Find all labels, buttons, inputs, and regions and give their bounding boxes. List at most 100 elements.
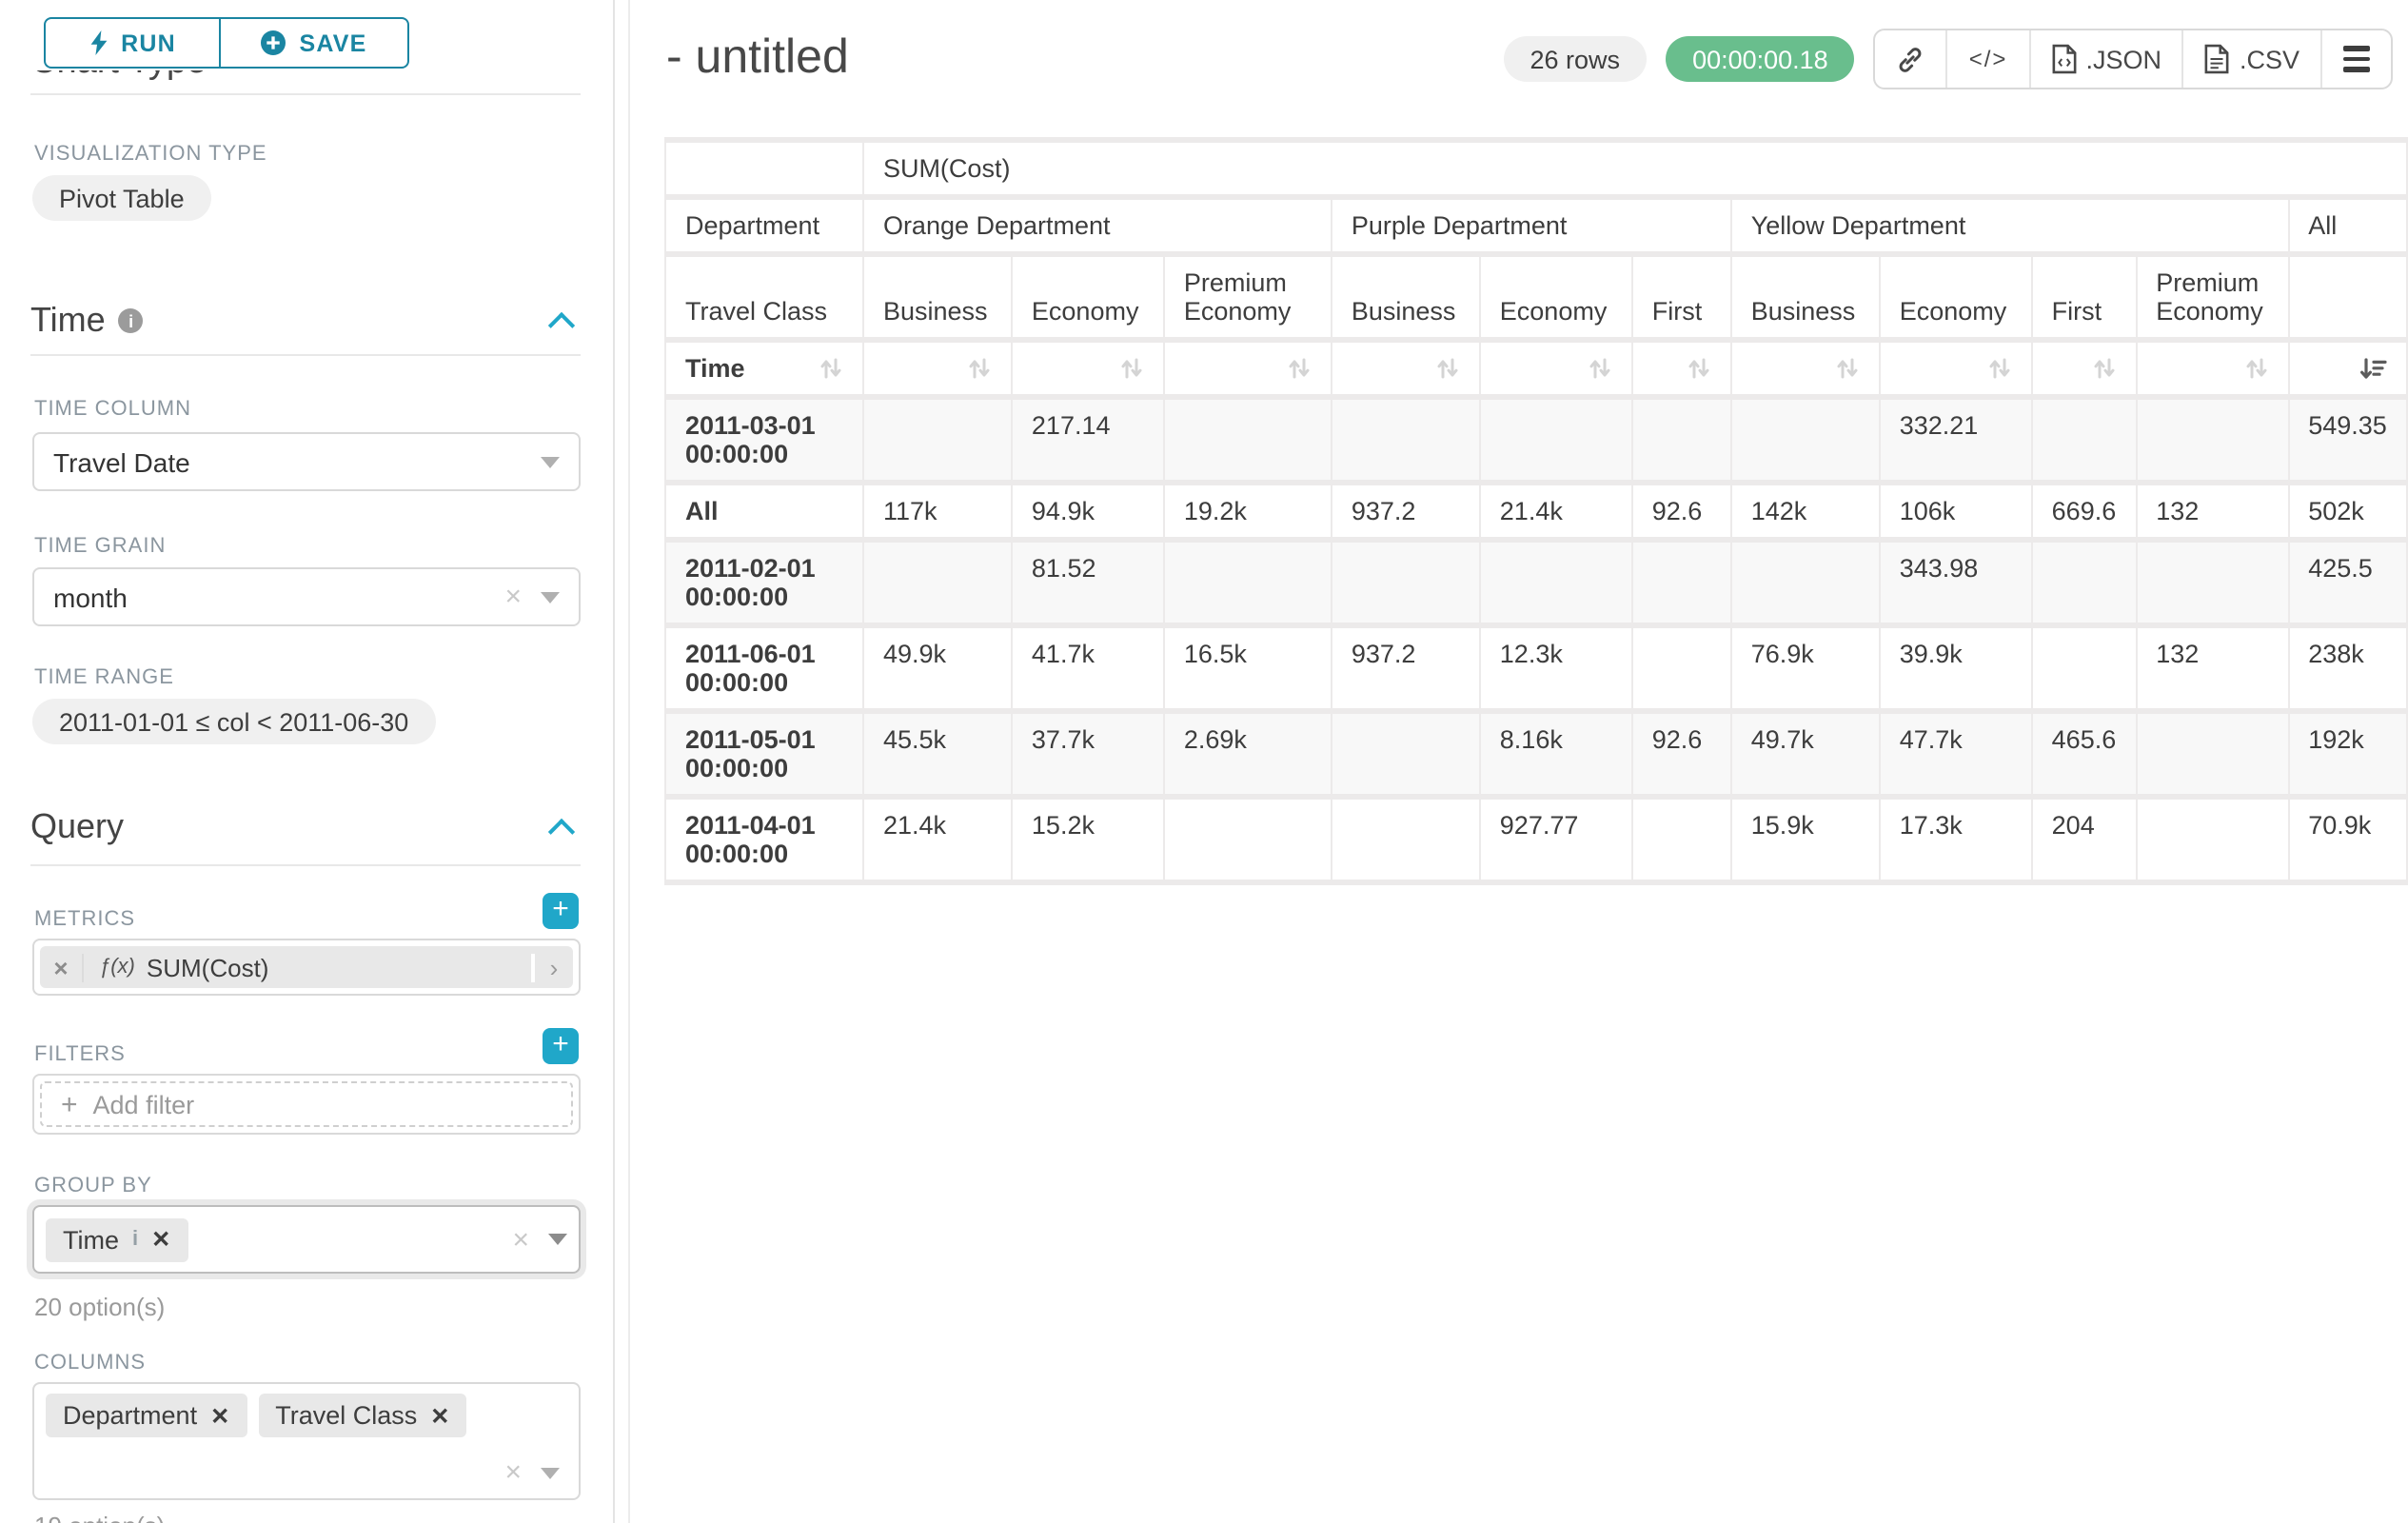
column-sort-header[interactable]	[863, 343, 1013, 400]
remove-tag-icon[interactable]: ✕	[430, 1402, 450, 1429]
column-sort-header[interactable]	[2289, 343, 2408, 400]
department-group-header: Purple Department	[1332, 200, 1732, 257]
value-cell: 49.9k	[863, 628, 1013, 714]
remove-metric-icon[interactable]: ×	[40, 953, 84, 981]
save-button[interactable]: SAVE	[219, 17, 409, 69]
sort-icon	[1289, 358, 1310, 379]
sort-icon	[969, 358, 990, 379]
query-section-header[interactable]: Query	[30, 807, 125, 845]
clear-icon[interactable]: ×	[504, 1456, 522, 1489]
group-by-select[interactable]: Time i ✕ ×	[32, 1205, 581, 1274]
travel-class-header: Business	[863, 257, 1013, 343]
group-by-label: GROUP BY	[34, 1175, 152, 1197]
json-file-icon	[2051, 44, 2076, 74]
table-row: 2011-06-01 00:00:00 49.9k 41.7k 16.5k 937.2 1…	[666, 628, 2408, 714]
value-cell: 132	[2137, 485, 2290, 543]
column-sort-header[interactable]	[2032, 343, 2138, 400]
value-cell	[2137, 800, 2290, 885]
time-sort-header[interactable]: Time	[666, 343, 864, 400]
chevron-up-icon[interactable]	[547, 311, 576, 340]
travel-class-header: Business	[1731, 257, 1881, 343]
view-query-button[interactable]: </>	[1948, 30, 2031, 88]
plus-icon: +	[61, 1088, 78, 1120]
clear-icon[interactable]: ×	[504, 581, 522, 613]
column-sort-header[interactable]	[1480, 343, 1633, 400]
columns-options-count: 19 option(s)	[34, 1512, 165, 1523]
metrics-box: × ƒ(x) SUM(Cost) ›	[32, 939, 581, 996]
chart-title[interactable]: - untitled	[666, 30, 849, 84]
department-group-header: Orange Department	[863, 200, 1332, 257]
column-sort-header[interactable]	[1332, 343, 1481, 400]
add-metric-button[interactable]: +	[543, 893, 579, 929]
value-cell	[2137, 714, 2290, 800]
time-range-value[interactable]: 2011-01-01 ≤ col < 2011-06-30	[32, 699, 436, 744]
time-column-select[interactable]: Travel Date	[32, 432, 581, 491]
value-cell: 927.77	[1480, 800, 1633, 885]
filters-label: FILTERS	[34, 1043, 126, 1066]
link-icon	[1900, 47, 1923, 71]
export-csv-button[interactable]: .CSV	[2184, 30, 2322, 88]
travel-class-header: First	[2032, 257, 2138, 343]
time-section-header[interactable]: Time i	[30, 301, 144, 341]
divider	[30, 93, 581, 95]
value-cell	[1332, 400, 1481, 485]
travel-class-header: Economy	[1012, 257, 1165, 343]
sidebar-scrollbar[interactable]	[615, 0, 630, 1523]
value-cell: 21.4k	[863, 800, 1013, 885]
time-grain-label: TIME GRAIN	[34, 535, 167, 558]
value-cell	[2137, 543, 2290, 628]
value-cell: 92.6	[1632, 485, 1732, 543]
menu-icon	[2343, 46, 2370, 72]
chevron-up-icon[interactable]	[547, 818, 576, 846]
visualization-type-value[interactable]: Pivot Table	[32, 175, 211, 221]
value-cell: 45.5k	[863, 714, 1013, 800]
column-sort-header[interactable]	[1632, 343, 1732, 400]
column-sort-header[interactable]	[2137, 343, 2290, 400]
more-options-button[interactable]	[2322, 30, 2391, 88]
row-header-cell: 2011-02-01 00:00:00	[666, 543, 864, 628]
chevron-right-icon[interactable]: ›	[531, 953, 573, 981]
value-cell: 39.9k	[1880, 628, 2033, 714]
value-cell	[1731, 543, 1881, 628]
export-button-group: </> .JSON .CSV	[1873, 29, 2393, 89]
value-cell	[1332, 714, 1481, 800]
value-cell: 425.5	[2289, 543, 2408, 628]
remove-tag-icon[interactable]: ✕	[210, 1402, 230, 1429]
row-header-cell: 2011-05-01 00:00:00	[666, 714, 864, 800]
columns-tag-travel-class: Travel Class ✕	[258, 1394, 467, 1437]
column-sort-header[interactable]	[1012, 343, 1165, 400]
column-sort-header[interactable]	[1731, 343, 1881, 400]
clear-icon[interactable]: ×	[512, 1223, 529, 1256]
add-filter-dropzone[interactable]: + Add filter	[40, 1081, 573, 1127]
column-sort-header[interactable]	[1880, 343, 2033, 400]
chevron-down-icon	[541, 456, 560, 467]
value-cell: 17.3k	[1880, 800, 2033, 885]
sort-icon	[820, 358, 841, 379]
value-cell: 76.9k	[1731, 628, 1881, 714]
value-cell	[1632, 543, 1732, 628]
column-sort-header[interactable]	[1164, 343, 1332, 400]
columns-select[interactable]: Department ✕ Travel Class ✕ ×	[32, 1382, 581, 1500]
value-cell: 937.2	[1332, 485, 1481, 543]
row-header-cell: 2011-04-01 00:00:00	[666, 800, 864, 885]
add-filter-button[interactable]: +	[543, 1028, 579, 1064]
value-cell: 8.16k	[1480, 714, 1633, 800]
value-cell: 192k	[2289, 714, 2408, 800]
run-button[interactable]: RUN	[44, 17, 219, 69]
value-cell: 142k	[1731, 485, 1881, 543]
remove-tag-icon[interactable]: ✕	[151, 1226, 171, 1253]
table-row: 2011-05-01 00:00:00 45.5k 37.7k 2.69k 8.16k 9…	[666, 714, 2408, 800]
run-save-bar: RUN SAVE	[0, 0, 613, 70]
value-cell: 15.2k	[1012, 800, 1165, 885]
table-row: 2011-02-01 00:00:00 81.52 343.98 425.5	[666, 543, 2408, 628]
group-by-tag-time: Time i ✕	[46, 1217, 188, 1261]
metric-chip[interactable]: × ƒ(x) SUM(Cost) ›	[40, 946, 573, 988]
export-json-button[interactable]: .JSON	[2030, 30, 2184, 88]
value-cell	[1332, 800, 1481, 885]
time-column-label: TIME COLUMN	[34, 398, 191, 421]
share-link-button[interactable]	[1876, 30, 1948, 88]
function-icon: ƒ(x)	[99, 956, 135, 979]
chevron-down-icon	[541, 591, 560, 603]
time-grain-select[interactable]: month ×	[32, 567, 581, 626]
value-cell: 70.9k	[2289, 800, 2408, 885]
